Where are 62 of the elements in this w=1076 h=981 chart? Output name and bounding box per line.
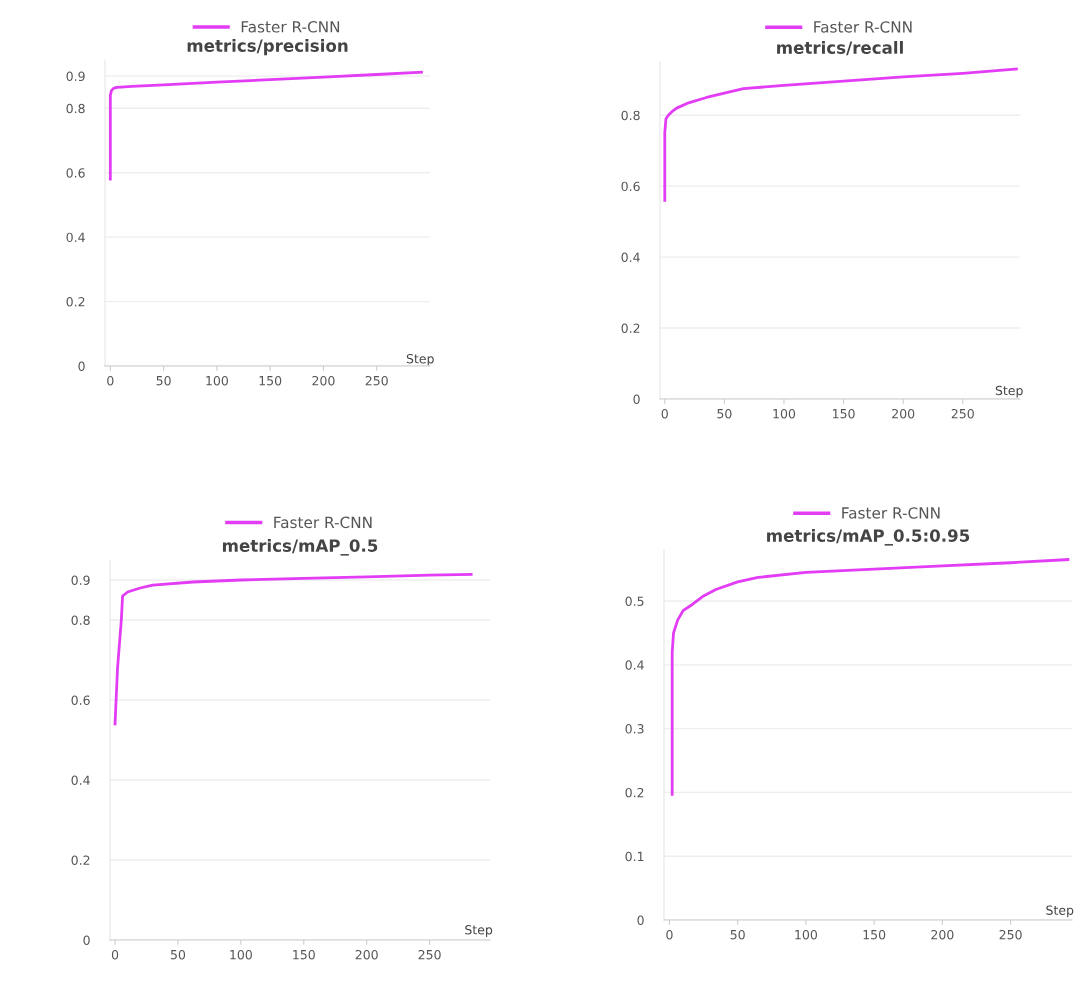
x-tick-label: 0 [107, 375, 114, 386]
x-tick-label: 150 [833, 408, 855, 419]
line-series [113, 573, 473, 726]
x-tick-label: 250 [365, 375, 388, 386]
y-tick-label: 0.4 [66, 232, 85, 243]
y-tick-label: 0.9 [66, 71, 85, 82]
y-tick-label: 0.6 [66, 168, 85, 178]
y-tick-label: 0.2 [66, 297, 85, 307]
chart-title: metrics/precision [187, 39, 348, 56]
y-tick-label: 0.5 [625, 596, 644, 606]
line-series [663, 67, 1018, 202]
x-tick-label: 0 [111, 949, 119, 960]
y-tick-label: 0.8 [71, 615, 90, 625]
x-axis-title: Step [1046, 905, 1074, 918]
y-tick-label: 0.2 [625, 787, 644, 798]
y-tick-label: 0 [637, 915, 644, 925]
x-axis-title: Step [406, 353, 434, 366]
x-tick-label: 50 [156, 375, 171, 386]
legend-label: Faster R-CNN [814, 21, 912, 33]
legend-label: Faster R-CNN [274, 516, 372, 529]
x-tick-label: 200 [355, 949, 378, 960]
x-tick-label: 250 [418, 949, 441, 960]
line-series [670, 558, 1070, 796]
x-tick-label: 100 [206, 375, 228, 386]
x-tick-label: 100 [230, 949, 252, 960]
y-tick-label: 0.8 [66, 103, 85, 114]
y-tick-label: 0.2 [71, 855, 90, 865]
x-tick-label: 200 [892, 408, 915, 419]
y-tick-label: 0.3 [625, 724, 644, 734]
y-tick-label: 0.2 [621, 323, 640, 333]
x-axis-title: Step [995, 385, 1023, 398]
x-tick-label: 100 [773, 408, 796, 419]
y-tick-label: 0.1 [625, 851, 644, 862]
x-tick-label: 0 [666, 929, 673, 940]
x-axis-title: Step [465, 925, 493, 937]
legend-label: Faster R-CNN [241, 21, 340, 33]
x-tick-label: 250 [951, 408, 974, 419]
chart-title: metrics/recall [777, 41, 903, 56]
x-tick-label: 50 [730, 929, 745, 940]
chart-title: metrics/mAP_0.5 [222, 539, 378, 556]
x-tick-label: 0 [661, 408, 668, 419]
x-tick-label: 150 [863, 929, 886, 940]
x-tick-label: 100 [795, 929, 818, 940]
x-tick-label: 150 [259, 375, 282, 386]
line-series [108, 70, 423, 181]
y-tick-label: 0 [633, 394, 640, 404]
x-tick-label: 50 [170, 949, 186, 960]
y-tick-label: 0.6 [71, 695, 90, 705]
x-tick-label: 150 [293, 949, 315, 960]
y-tick-label: 0.9 [71, 575, 90, 585]
y-tick-label: 0.6 [621, 181, 640, 192]
x-tick-label: 50 [717, 408, 732, 419]
chart-title: metrics/mAP_0.5:0.95 [767, 529, 970, 546]
y-tick-label: 0.4 [71, 775, 90, 785]
y-tick-label: 0.8 [621, 110, 640, 121]
y-tick-label: 0.4 [621, 252, 640, 263]
y-tick-label: 0 [78, 361, 85, 371]
y-tick-label: 0.4 [625, 660, 644, 670]
x-tick-label: 200 [312, 375, 335, 386]
legend-label: Faster R-CNN [842, 507, 940, 519]
x-tick-label: 250 [999, 929, 1022, 940]
x-tick-label: 200 [931, 929, 954, 940]
